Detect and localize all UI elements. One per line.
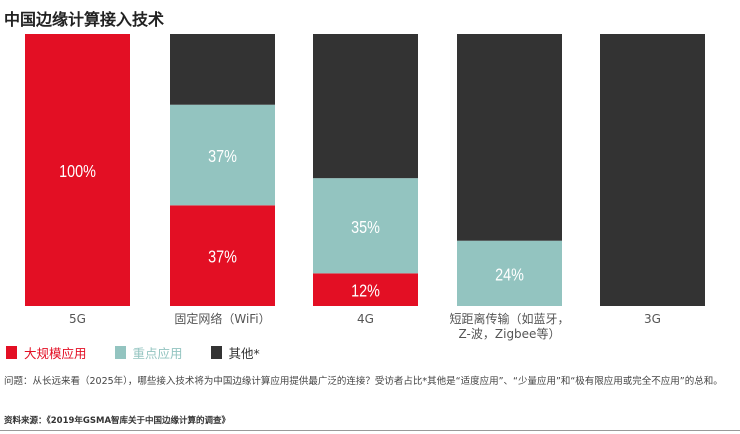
category-label: 5G (3, 312, 153, 327)
category-label-line: Z-波，Zigbee等） (458, 327, 561, 341)
data-label: 35% (351, 217, 380, 237)
bar-segment (313, 273, 418, 306)
legend: 大规模应用 重点应用 其他* (6, 343, 260, 362)
bar-segment (170, 205, 275, 306)
bar-segment (457, 34, 562, 241)
legend-item: 其他* (210, 343, 260, 362)
data-label: 37% (208, 147, 237, 167)
category-label-line: 3G (644, 312, 661, 326)
category-label-line: 短距离传输（如蓝牙， (449, 312, 570, 326)
legend-item: 重点应用 (114, 343, 183, 362)
divider (0, 430, 740, 431)
legend-label: 大规模应用 (24, 346, 87, 361)
bar-segment (313, 178, 418, 274)
legend-swatch (210, 346, 222, 359)
data-label: 100% (59, 162, 96, 182)
data-label: 37% (208, 247, 237, 267)
category-label-line: 固定网络（WiFi） (174, 312, 271, 326)
bar-segment (25, 34, 130, 306)
data-label: 12% (351, 281, 380, 301)
source-text: 资料来源：《2019年GSMA智库关于中国边缘计算的调查》 (4, 416, 231, 426)
category-label: 3G (578, 312, 728, 327)
legend-label: 其他* (228, 346, 260, 361)
bar-segment (457, 240, 562, 306)
category-label-line: 5G (69, 312, 86, 326)
bar-segment (170, 104, 275, 206)
chart-title: 中国边缘计算接入技术 (4, 10, 165, 29)
data-label: 24% (495, 265, 524, 285)
legend-swatch (114, 346, 126, 359)
bar-segment (170, 34, 275, 105)
category-label: 4G (291, 312, 441, 327)
survey-note: 问题：从长远来看（2025年），哪些接入技术将为中国边缘计算应用提供最广泛的连接… (4, 376, 723, 387)
legend-label: 重点应用 (132, 346, 183, 361)
category-label: 短距离传输（如蓝牙， Z-波，Zigbee等） (435, 312, 585, 342)
stacked-bar-chart: 100% 37% 37% 12% 35% 24% (25, 34, 705, 306)
category-label-line: 4G (357, 312, 374, 326)
bar-segment (600, 34, 705, 306)
bar-segment (313, 34, 418, 179)
legend-swatch (6, 346, 17, 359)
category-label: 固定网络（WiFi） (148, 312, 298, 327)
legend-item: 大规模应用 (6, 343, 87, 362)
